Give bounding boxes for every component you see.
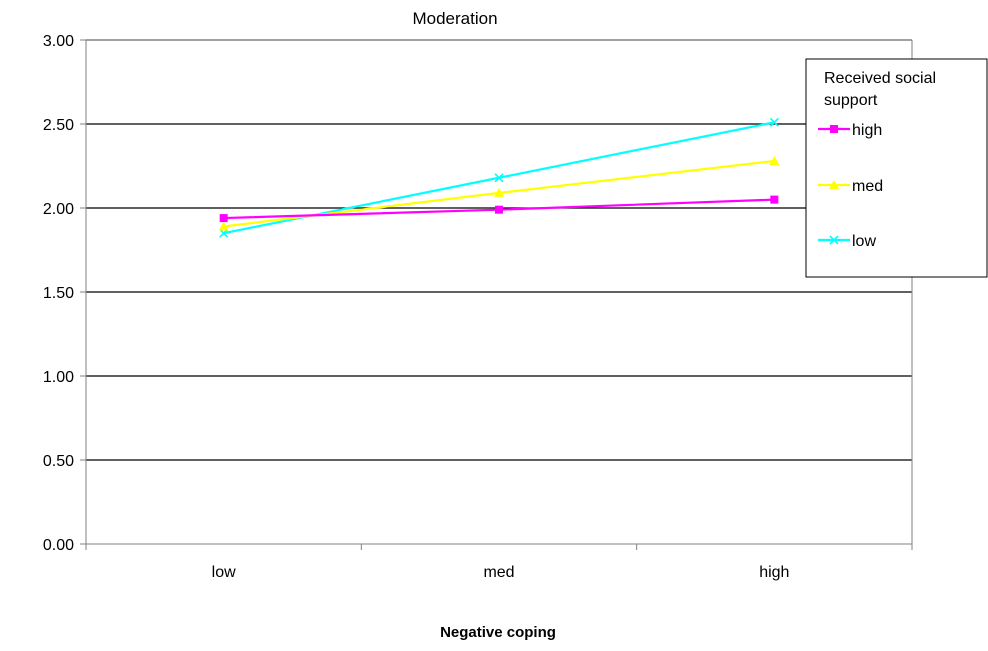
- series-med: [218, 155, 780, 231]
- data-point-high: [495, 205, 503, 214]
- series-low: [219, 117, 779, 238]
- axes: [80, 39, 913, 550]
- legend-label: low: [852, 233, 876, 250]
- data-point-high: [219, 214, 228, 223]
- data-point-low: [219, 228, 229, 238]
- legend: Received social support high med low: [805, 58, 988, 278]
- y-tick-label: 1.00: [43, 369, 74, 386]
- y-tick-label: 3.00: [43, 33, 74, 50]
- y-tick-label: 0.50: [43, 453, 74, 470]
- y-tick-label: 2.50: [43, 117, 74, 134]
- x-tick-label: low: [212, 564, 236, 581]
- legend-label: high: [852, 122, 882, 139]
- series-lines: [218, 117, 780, 238]
- legend-entry-med: med: [818, 178, 883, 195]
- legend-swatch-marker: [829, 235, 839, 245]
- data-point-med: [218, 221, 229, 231]
- chart-title: Moderation: [412, 9, 497, 28]
- y-tick-label: 2.00: [43, 201, 74, 218]
- y-axis-tick-labels: 0.00 0.50 1.00 1.50 2.00 2.50 3.00: [43, 33, 74, 554]
- legend-swatch-marker: [830, 125, 838, 133]
- data-point-low: [769, 117, 779, 127]
- gridlines: [86, 39, 912, 461]
- y-tick-label: 0.00: [43, 537, 74, 554]
- legend-label: med: [852, 178, 883, 195]
- x-tick-label: high: [759, 564, 789, 581]
- x-axis-tick-labels: low med high: [212, 564, 790, 581]
- series-high: [219, 195, 779, 223]
- legend-title: support: [824, 92, 878, 109]
- legend-title: Received social: [824, 70, 936, 87]
- data-point-med: [769, 155, 780, 165]
- x-axis-title: Negative coping: [440, 624, 556, 641]
- legend-entry-high: high: [818, 122, 882, 139]
- data-point-high: [770, 195, 779, 204]
- legend-swatch-marker: [829, 180, 839, 189]
- data-point-low: [494, 173, 504, 183]
- y-tick-label: 1.50: [43, 285, 74, 302]
- data-point-med: [494, 187, 504, 197]
- x-tick-label: med: [483, 564, 514, 581]
- legend-entry-low: low: [818, 233, 876, 250]
